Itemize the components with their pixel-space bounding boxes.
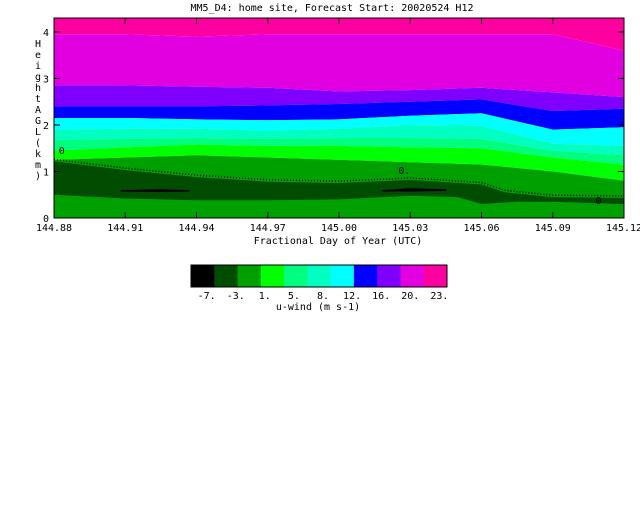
y-tick-label-1: 1 [43, 167, 49, 178]
y-label-char-10: k [35, 149, 41, 160]
contour-overlay-1 [120, 189, 190, 192]
colorbar-swatch-3 [260, 265, 285, 287]
x-tick-label-2: 144.94 [178, 223, 214, 234]
contour-band-4 [54, 113, 624, 146]
y-label-char-0: H [35, 39, 41, 50]
contour-overlay-0 [54, 161, 624, 204]
contour-band-7 [54, 144, 624, 181]
x-axis-label: Fractional Day of Year (UTC) [254, 236, 423, 247]
colorbar-swatch-1 [214, 265, 239, 287]
y-label-char-12: ) [35, 171, 41, 182]
y-label-char-3: g [35, 72, 41, 83]
colorbar-swatch-0 [191, 265, 215, 287]
colorbar-swatch-2 [237, 265, 262, 287]
x-tick-label-3: 144.97 [250, 223, 286, 234]
y-label-char-6: A [35, 105, 41, 116]
colorbar-tick-label-5: 12. [343, 291, 361, 302]
y-label-char-4: h [35, 83, 41, 94]
x-tick-label-7: 145.09 [535, 223, 571, 234]
colorbar-tick-label-3: 5. [288, 291, 300, 302]
colorbar-swatch-10 [423, 265, 448, 287]
contour-band-3 [54, 99, 624, 130]
colorbar-swatch-8 [377, 265, 401, 287]
colorbar-swatch-9 [400, 265, 425, 287]
contour-band-2 [54, 85, 624, 111]
colorbar-tick-label-2: 1. [259, 291, 271, 302]
colorbar-frame [190, 264, 448, 288]
y-label-char-7: G [35, 116, 41, 127]
y-label-char-8: L [35, 127, 41, 138]
contour-overlay-2 [381, 188, 446, 192]
colorbar-tick-label-6: 16. [372, 291, 390, 302]
y-label-char-9: ( [35, 138, 41, 149]
y-label-char-5: t [35, 94, 41, 105]
colorbar-swatch-5 [307, 265, 332, 287]
colorbar-swatch-4 [284, 265, 308, 287]
colorbar-tick-label-8: 23. [430, 291, 448, 302]
y-tick-label-2: 2 [43, 121, 49, 132]
x-tick-label-5: 145.03 [392, 223, 428, 234]
y-label-char-2: i [35, 61, 41, 72]
colorbar: -7. -3. 1. 5. 8. 12. 16. 20. 23. [190, 264, 448, 302]
colorbar-swatch-7 [353, 265, 378, 287]
x-tick-label-8: 145.12 [606, 223, 640, 234]
contour-band-6 [54, 138, 624, 165]
colorbar-tick-label-1: -3. [227, 291, 245, 302]
x-tick-label-1: 144.91 [107, 223, 143, 234]
colorbar-label: u-wind (m s-1) [276, 302, 360, 313]
y-label-char-11: m [35, 160, 41, 171]
y-tick-label-4: 4 [43, 28, 49, 39]
contour-band-1 [54, 34, 624, 98]
chart-title: MM5_D4: home site, Forecast Start: 20020… [191, 3, 474, 14]
zero-contour-line [53, 158, 625, 197]
x-tick-label-0: 144.88 [36, 223, 72, 234]
colorbar-tick-label-4: 8. [317, 291, 329, 302]
contour-band-5 [54, 125, 624, 156]
contour-label-1: 0. [398, 166, 410, 177]
x-tick-label-6: 145.06 [463, 223, 499, 234]
y-tick-label-3: 3 [43, 74, 49, 85]
y-label-char-1: e [35, 50, 41, 61]
colorbar-swatch-6 [330, 265, 355, 287]
y-tick-label-0: 0 [43, 214, 49, 225]
contour-label-2: 0 [596, 196, 602, 207]
contour-label-0: 0 [59, 146, 65, 157]
colorbar-tick-label-7: 20. [401, 291, 419, 302]
colorbar-tick-label-0: -7. [198, 291, 216, 302]
x-tick-label-4: 145.00 [321, 223, 357, 234]
